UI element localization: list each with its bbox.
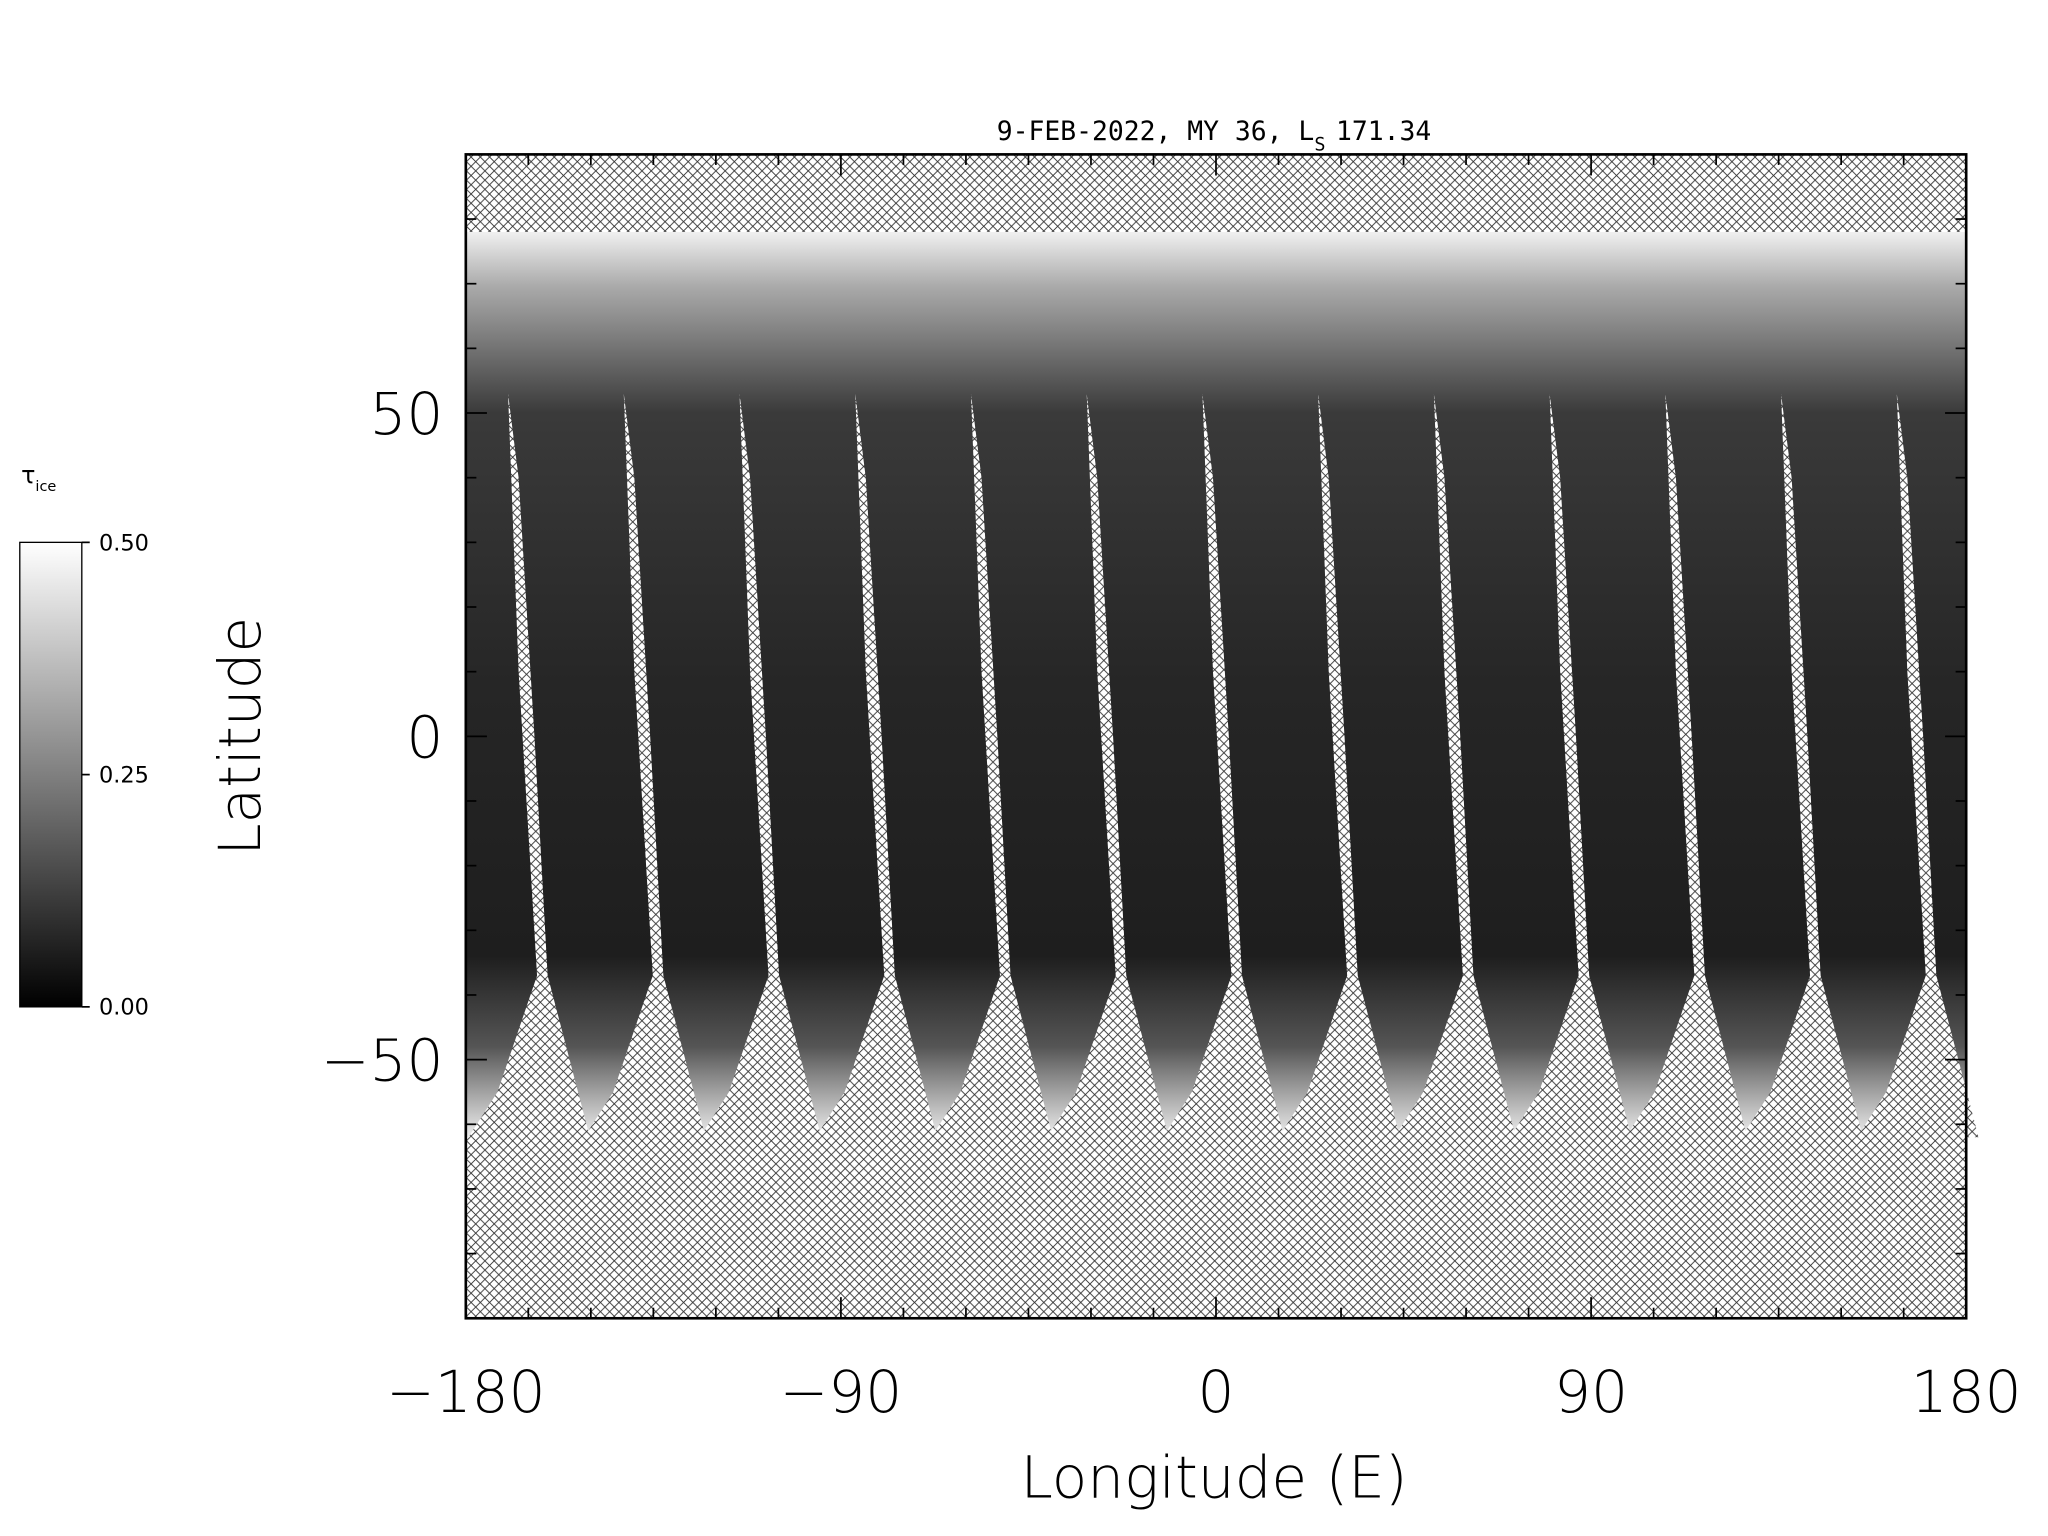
- swath-gap: [1162, 393, 1285, 1138]
- title: 9-FEB-2022, MY 36, LS 171.34: [997, 117, 1432, 156]
- swath-gap: [1625, 393, 1748, 1138]
- colorbar-label-subscript: ice: [35, 479, 56, 495]
- swath-gap: [1047, 393, 1169, 1138]
- colorbar: [19, 541, 83, 1008]
- swath-gap: [1510, 393, 1632, 1138]
- y-tick-label: −50: [321, 1027, 444, 1095]
- x-tick-label: −180: [386, 1358, 545, 1426]
- colorbar-tick-label: 0.50: [99, 530, 149, 556]
- swath-gap: [584, 393, 706, 1138]
- swath-gap: [815, 393, 938, 1138]
- y-axis-label: Latitude: [206, 617, 274, 856]
- swath-gap: [468, 393, 590, 1138]
- y-tick-label: 0: [406, 703, 443, 771]
- swath-gap: [1394, 393, 1516, 1138]
- title-subscript: S: [1314, 134, 1325, 155]
- x-tick-label: 0: [1198, 1358, 1235, 1426]
- colorbar-tick-label: 0.25: [99, 763, 149, 789]
- swath-gap: [1278, 393, 1400, 1138]
- swath-gap: [1741, 393, 1863, 1138]
- swath-gap: [931, 393, 1053, 1138]
- plot-area: [464, 153, 1979, 1320]
- x-tick-label: 180: [1911, 1358, 2022, 1426]
- colorbar-tick-label: 0.00: [99, 995, 149, 1021]
- swath-gap: [1857, 393, 1979, 1138]
- title-text: 9-FEB-2022, MY 36, L: [997, 117, 1315, 147]
- x-axis-label: Longitude (E): [1020, 1444, 1407, 1512]
- title-value: 171.34: [1336, 117, 1431, 147]
- swath-gap: [699, 393, 822, 1138]
- colorbar-label-text: τ: [21, 461, 35, 489]
- x-tick-label: 90: [1554, 1358, 1628, 1426]
- y-tick-label: 50: [370, 380, 444, 448]
- colorbar-label: τice: [21, 461, 56, 495]
- x-tick-label: −90: [780, 1358, 903, 1426]
